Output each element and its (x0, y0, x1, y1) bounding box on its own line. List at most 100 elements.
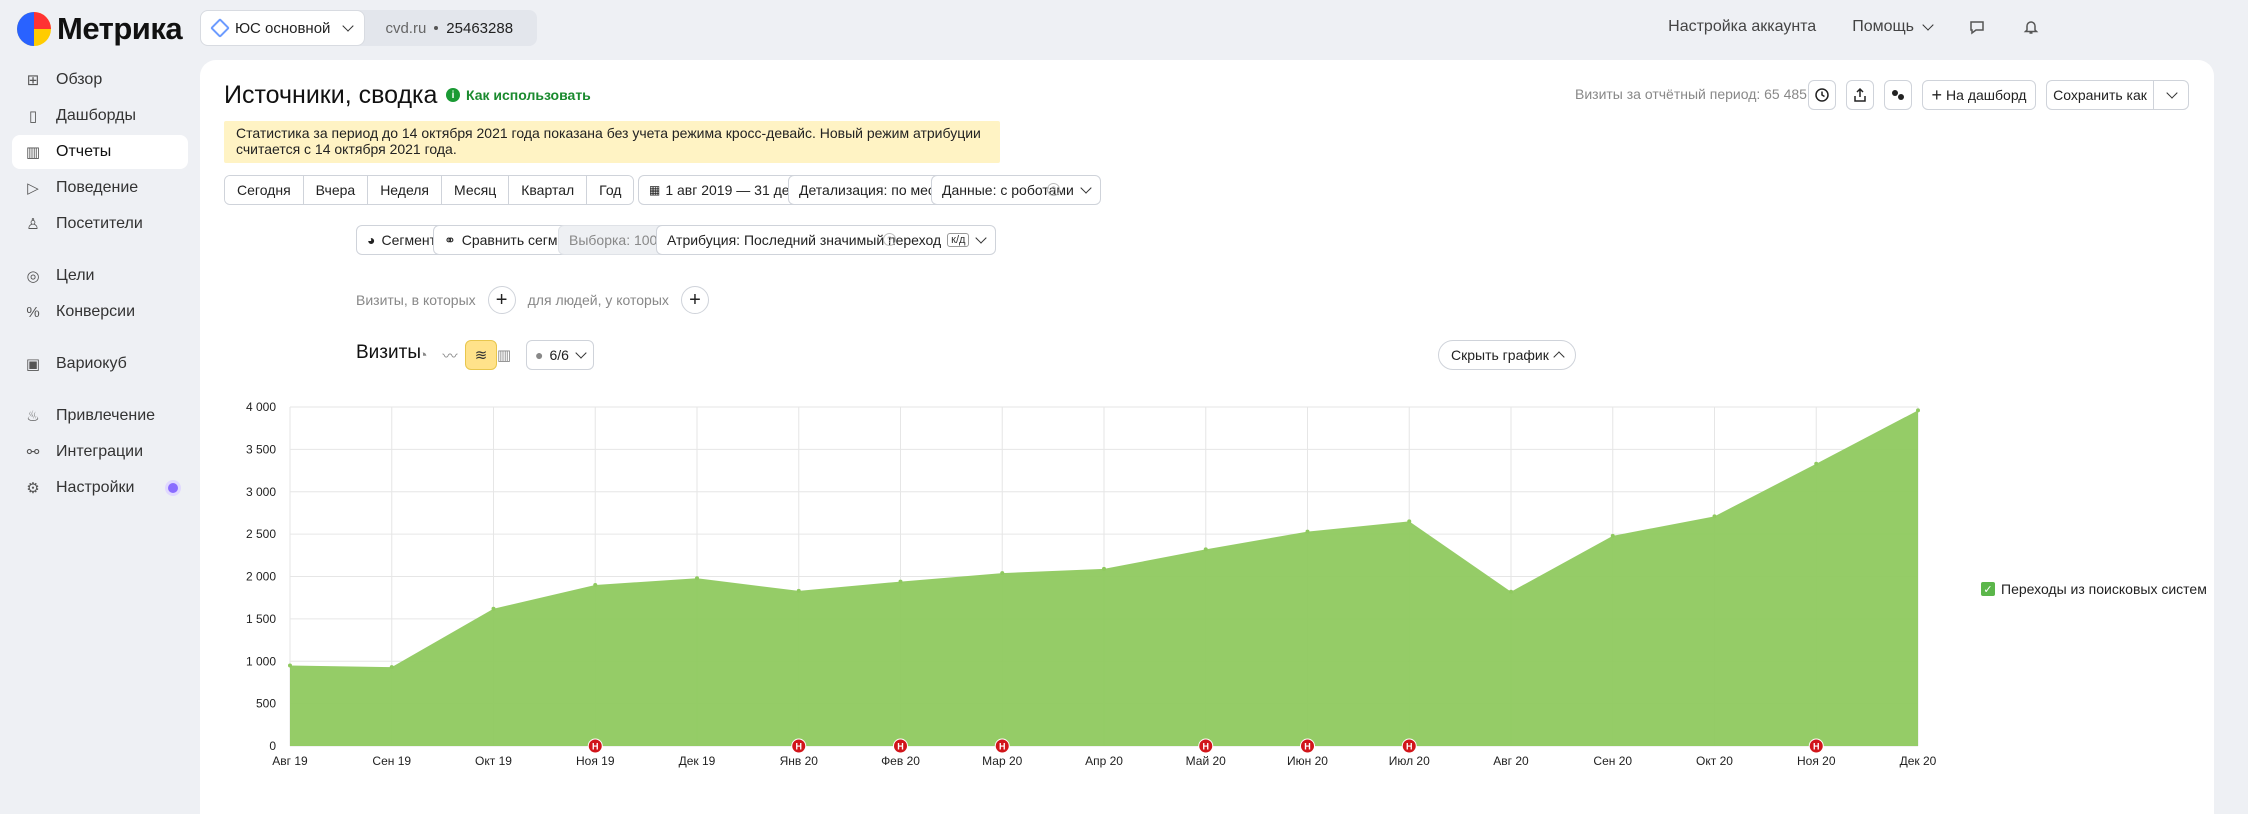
data-point (1203, 547, 1208, 552)
counter-select[interactable]: ЮС основной (200, 10, 366, 46)
sidebar-item-label: Посетители (56, 215, 143, 232)
sidebar-item-settings[interactable]: ⚙ Настройки (12, 471, 188, 505)
add-to-dashboard-button[interactable]: + На дашборд (1922, 80, 2036, 110)
x-tick-label: Сен 20 (1593, 754, 1632, 768)
annotation-label: Н (897, 742, 904, 752)
sidebar-item-behavior[interactable]: ▷ Поведение (12, 171, 188, 205)
period-today[interactable]: Сегодня (225, 176, 304, 204)
x-tick-label: Май 20 (1186, 754, 1227, 768)
add-dashboard-label: На дашборд (1946, 87, 2027, 103)
series-select[interactable]: ● 6/6 (526, 340, 594, 370)
help-icon[interactable]: ? (1047, 183, 1060, 196)
line-chart-toggle[interactable]: 〰 (434, 340, 466, 370)
period-quarter[interactable]: Квартал (509, 176, 588, 204)
bar-chart-icon: ▥ (496, 347, 512, 364)
period-month[interactable]: Месяц (442, 176, 510, 204)
data-point (1102, 566, 1106, 571)
sidebar-item-visitors[interactable]: ♙ Посетители (12, 207, 188, 241)
export-button[interactable] (1846, 80, 1874, 110)
period-yesterday[interactable]: Вчера (303, 176, 369, 204)
pie-chart-toggle[interactable]: ◔ (407, 340, 439, 370)
annotation-marker (994, 738, 1010, 754)
chart-title: Визиты (356, 342, 421, 363)
annotation-marker (791, 738, 807, 754)
clock-icon (1815, 88, 1829, 102)
sidebar-item-reports[interactable]: ▥ Отчеты (12, 135, 188, 169)
add-people-condition-button[interactable]: + (680, 286, 709, 314)
data-mode-select[interactable]: Данные: с роботами (931, 175, 1101, 205)
x-tick-label: Ноя 19 (576, 754, 615, 768)
bar-chart-toggle[interactable]: ▥ (488, 340, 520, 370)
data-point (1712, 514, 1717, 519)
annotation-marker (1300, 738, 1315, 754)
sidebar-item-label: Цели (56, 267, 95, 284)
report-panel: Источники, сводка i Как использовать Визи… (200, 60, 2214, 814)
history-button[interactable] (1808, 80, 1836, 110)
counter-id: 25463288 (446, 19, 514, 37)
help-label: Помощь (1852, 18, 1914, 35)
separator-dot (434, 26, 439, 30)
sidebar-item-dashboards[interactable]: ▯ Дашборды (12, 99, 188, 133)
annotation-marker (1808, 738, 1824, 754)
x-tick-label: Янв 20 (780, 754, 819, 768)
checkbox-checked-icon[interactable]: ✓ (1981, 582, 1995, 596)
top-right-nav: Настройка аккаунта Помощь (1668, 18, 2040, 36)
visits-area-chart[interactable]: 0 500 1 000 1 500 2 000 2 500 3 000 3 500 4 000 А… (200, 60, 2214, 814)
gear-icon: ⚙ (26, 480, 40, 497)
info-icon: i (446, 88, 460, 102)
y-tick-label: 3 500 (246, 442, 276, 456)
area-chart-toggle[interactable]: ≋ (465, 340, 497, 370)
sidebar-item-goals[interactable]: ◎ Цели (12, 259, 188, 293)
sidebar-item-variocube[interactable]: ▣ Вариокуб (12, 347, 188, 381)
share-button[interactable] (1884, 80, 1912, 110)
howto-label: Как использовать (466, 87, 591, 103)
account-settings-link[interactable]: Настройка аккаунта (1668, 18, 1817, 35)
bell-icon[interactable] (2022, 18, 2040, 36)
help-menu[interactable]: Помощь (1852, 18, 1934, 36)
attribution-select[interactable]: Атрибуция: Последний значимый переход к/… (656, 225, 997, 255)
x-tick-label: Дек 20 (1900, 754, 1937, 768)
percent-icon: % (26, 303, 40, 321)
compare-icon: ⚭ (444, 231, 456, 248)
chart-legend: ✓ Переходы из поисковых систем (1981, 581, 2207, 597)
counter-switcher[interactable]: ЮС основной cvd.ru 25463288 (200, 10, 538, 46)
period-year[interactable]: Год (587, 176, 634, 204)
sidebar-item-acquisition[interactable]: ♨ Привлечение (12, 399, 188, 433)
period-presets: Сегодня Вчера Неделя Месяц Квартал Год (224, 175, 635, 205)
hide-chart-button[interactable]: Скрыть график (1438, 340, 1576, 370)
segment-filters: Визиты, в которых + для людей, у которых… (356, 286, 721, 314)
add-visit-condition-button[interactable]: + (487, 286, 516, 314)
y-tick-label: 1 500 (246, 612, 276, 626)
counter-icon (210, 18, 230, 38)
data-point (491, 606, 496, 611)
counter-name: ЮС основной (235, 19, 331, 37)
bar-chart-icon: ▥ (25, 144, 41, 161)
counter-site[interactable]: cvd.ru 25463288 (365, 20, 537, 37)
grid-icon: ⊞ (26, 72, 40, 89)
y-tick-label: 2 000 (246, 570, 276, 584)
sidebar-item-conversions[interactable]: % Конверсии (12, 295, 188, 329)
help-icon[interactable]: ? (883, 233, 896, 246)
data-point (898, 579, 903, 584)
attribution-notice: Статистика за период до 14 октября 2021 … (224, 121, 1000, 163)
data-mode-label: Данные: с роботами (942, 182, 1074, 198)
save-as-button[interactable]: Сохранить как (2046, 80, 2154, 110)
cube-icon: ▣ (25, 356, 41, 373)
share-icon (1892, 90, 1904, 100)
detail-label: Детализация: по месяцам (799, 182, 968, 198)
sidebar: ⊞ Обзор ▯ Дашборды ▥ Отчеты ▷ Поведение ♙ Пос… (12, 63, 188, 507)
logo[interactable]: Метрика (17, 11, 183, 47)
sidebar-item-integrations[interactable]: ⚯ Интеграции (12, 435, 188, 469)
annotation-label: Н (592, 742, 599, 752)
chevron-down-icon (1922, 19, 1934, 31)
area-chart-icon: ≋ (474, 347, 488, 364)
sidebar-item-label: Привлечение (56, 407, 156, 424)
howto-link[interactable]: i Как использовать (446, 87, 591, 103)
data-point (1407, 519, 1412, 524)
sidebar-item-overview[interactable]: ⊞ Обзор (12, 63, 188, 97)
period-week[interactable]: Неделя (368, 176, 443, 204)
save-as-menu-button[interactable] (2153, 80, 2189, 110)
scrollbar[interactable] (2228, 60, 2248, 814)
chat-icon[interactable] (1968, 18, 1986, 36)
save-as-label: Сохранить как (2053, 87, 2147, 103)
